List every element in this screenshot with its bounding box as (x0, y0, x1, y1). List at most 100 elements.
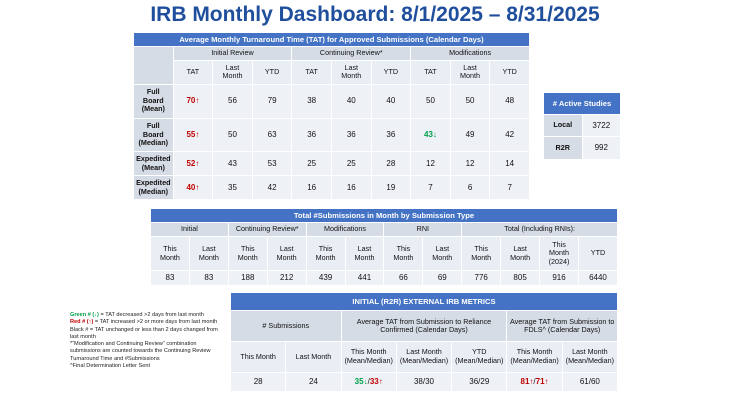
group-header: Modifications (305, 222, 385, 237)
value-cell: 188 (227, 270, 268, 286)
column-header: Last Month (344, 235, 385, 272)
value-cell: 6440 (577, 270, 619, 286)
group-row: # Submissions Average TAT from Submission… (230, 310, 618, 343)
value-cell: 55↑ (172, 117, 214, 153)
value-part: 81↑ (520, 377, 534, 387)
row-label: Full Board (Median) (133, 117, 174, 153)
value-cell: 83 (188, 270, 229, 286)
title-row: INITIAL (R2R) EXTERNAL IRB METRICS (230, 291, 618, 312)
value-part: *“Modification and Continuing Review” co… (70, 341, 211, 362)
value-cell: 66 (383, 270, 424, 286)
group-header: Continuing Review* (291, 46, 412, 61)
value-cell: 776 (461, 270, 502, 286)
value-part: 40↑ (186, 182, 200, 192)
column-header: Last Month (500, 235, 541, 272)
value-cell: 7 (410, 175, 451, 200)
column-header: This Month (461, 235, 502, 272)
title-row: Total #Submissions in Month by Submissio… (150, 207, 618, 224)
data-row: Full Board (Mean) 70↑ 56 79 38 40 40 50 50 48 (133, 83, 530, 119)
r2r-table: INITIAL (R2R) EXTERNAL IRB METRICS # Subm… (229, 291, 619, 393)
tat-table: Average Monthly Turnaround Time (TAT) fo… (133, 31, 530, 200)
value-cell: 25 (330, 151, 372, 177)
value-part: Black # = TAT unchanged or less than 2 d… (70, 326, 218, 340)
value-part: 43↓ (424, 130, 437, 140)
column-header: Last Month (422, 235, 463, 272)
data-row: R2R 992 (543, 136, 621, 160)
row-label: Expedited (Mean) (133, 151, 174, 177)
data-row: Local 3722 (543, 113, 621, 138)
group-header: Modifications (410, 46, 530, 61)
column-header: This Month (229, 341, 287, 373)
value-cell: 35 (212, 175, 253, 200)
column-header: TAT (172, 59, 214, 85)
column-header: YTD (577, 235, 619, 272)
value-cell: 16 (291, 175, 332, 200)
dashboard-title: IRB Monthly Dashboard: 8/1/2025 – 8/31/2… (150, 3, 600, 26)
value-part: 35↓ (354, 377, 368, 387)
value-cell: 36 (291, 117, 332, 153)
note: Green # (↓) = TAT decreased >2 days from… (70, 312, 225, 319)
value-cell: 42 (489, 117, 530, 153)
note: Red # (↑) = TAT increased >2 or more day… (70, 319, 225, 326)
value-cell: 81↑/71↑ (506, 371, 563, 393)
value-cell: 28 (370, 151, 412, 177)
value-cell: 212 (266, 270, 307, 286)
column-header: This Month (150, 235, 190, 272)
row-label: Local (543, 113, 583, 138)
value-cell: 12 (410, 151, 451, 177)
value-part: ^Final Determination Letter Sent (70, 362, 151, 369)
value-cell: 50 (449, 83, 491, 119)
table-title: Average Monthly Turnaround Time (TAT) fo… (133, 31, 530, 48)
value-part: 52↑ (186, 158, 200, 168)
group-header: Initial Review (172, 46, 293, 61)
value-cell: 49 (449, 117, 491, 153)
value-part: = TAT decreased >2 days from last month (98, 312, 204, 318)
column-header: Last Month (330, 59, 372, 85)
column-header: TAT (291, 59, 332, 85)
value-cell: 43 (212, 151, 253, 177)
active-studies-table: # Active Studies Local 3722 R2R 992 (543, 92, 621, 160)
column-header: This Month (383, 235, 424, 272)
note: Black # = TAT unchanged or less than 2 d… (70, 327, 225, 342)
column-header: YTD (251, 59, 293, 85)
value-cell: 63 (251, 117, 293, 153)
group-header: Initial (150, 222, 229, 237)
table-title: Total #Submissions in Month by Submissio… (150, 207, 618, 224)
value-cell: 79 (251, 83, 293, 119)
title-row: Average Monthly Turnaround Time (TAT) fo… (133, 31, 530, 48)
group-row: Initial Review Continuing Review* Modifica… (133, 46, 530, 85)
value-cell: 28 (229, 371, 287, 393)
column-header: TAT (410, 59, 451, 85)
value-cell: 70↑ (172, 83, 214, 119)
value-cell: 53 (251, 151, 293, 177)
value-cell: 35↓/33↑ (340, 371, 397, 393)
column-row: This Month Last Month This Month Last Month… (150, 235, 619, 272)
data-row: Full Board (Median) 55↑ 50 63 36 36 36 43↓ 49 42 (133, 117, 530, 153)
column-header: YTD (Mean/Median) (451, 341, 508, 373)
column-header: This Month (2024) (539, 235, 579, 272)
value-cell: 6 (449, 175, 491, 200)
value-cell: 56 (212, 83, 253, 119)
value-cell: 40 (330, 83, 372, 119)
row-label: R2R (543, 136, 583, 160)
group-header: Total (Including RNIs): (461, 222, 618, 237)
value-part: Red # (↑) (70, 319, 94, 326)
value-cell: 3722 (581, 113, 621, 138)
value-cell: 38 (291, 83, 332, 119)
column-header: Last Month (212, 59, 253, 85)
value-part: 71↑ (535, 377, 549, 387)
value-cell: 38/30 (395, 371, 453, 393)
group-header: Average TAT from Submission to Reliance … (340, 310, 508, 343)
group-header: Average TAT from Submission to FDLS^ (Ca… (506, 310, 618, 343)
column-header: YTD (489, 59, 530, 85)
value-cell: 16 (330, 175, 372, 200)
value-cell: 43↓ (410, 117, 451, 153)
value-cell: 7 (489, 175, 530, 200)
value-cell: 83 (150, 270, 190, 286)
value-cell: 50 (212, 117, 253, 153)
value-cell: 12 (449, 151, 491, 177)
value-part: 55↑ (186, 130, 200, 140)
value-cell: 19 (370, 175, 412, 200)
value-cell: 36 (370, 117, 412, 153)
group-header: # Submissions (230, 310, 342, 343)
